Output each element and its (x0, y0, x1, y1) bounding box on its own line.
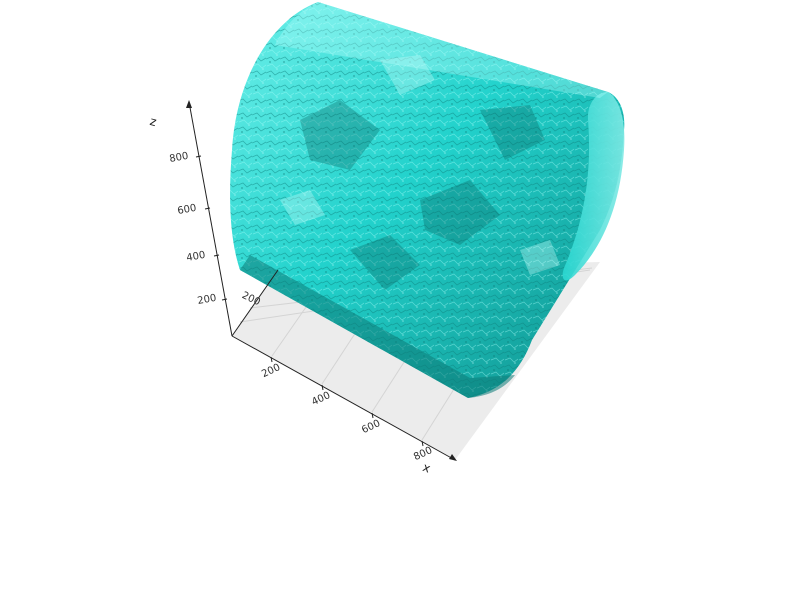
x-tick-label: 400 (310, 390, 332, 408)
cylinder-end-cap (562, 92, 625, 281)
x-tick-label: 800 (412, 445, 434, 463)
axes (188, 101, 456, 461)
y-axis-line (231, 269, 279, 337)
z-axis-line (188, 101, 233, 337)
z-axis-title: z (148, 114, 158, 129)
z-tick-label: 600 (177, 203, 198, 217)
x-tick-label: 600 (360, 418, 382, 436)
z-tick-label: 200 (197, 293, 218, 307)
x-axis-arrow (449, 454, 457, 461)
x-tick-label: 200 (260, 362, 282, 380)
x-axis-title: x (421, 460, 432, 476)
z-axis-arrow (186, 100, 192, 108)
z-tick-label: 800 (169, 151, 190, 165)
z-tick-label: 400 (186, 250, 207, 264)
x-axis-line (231, 335, 456, 461)
rock-core-cylinder (230, 2, 625, 398)
